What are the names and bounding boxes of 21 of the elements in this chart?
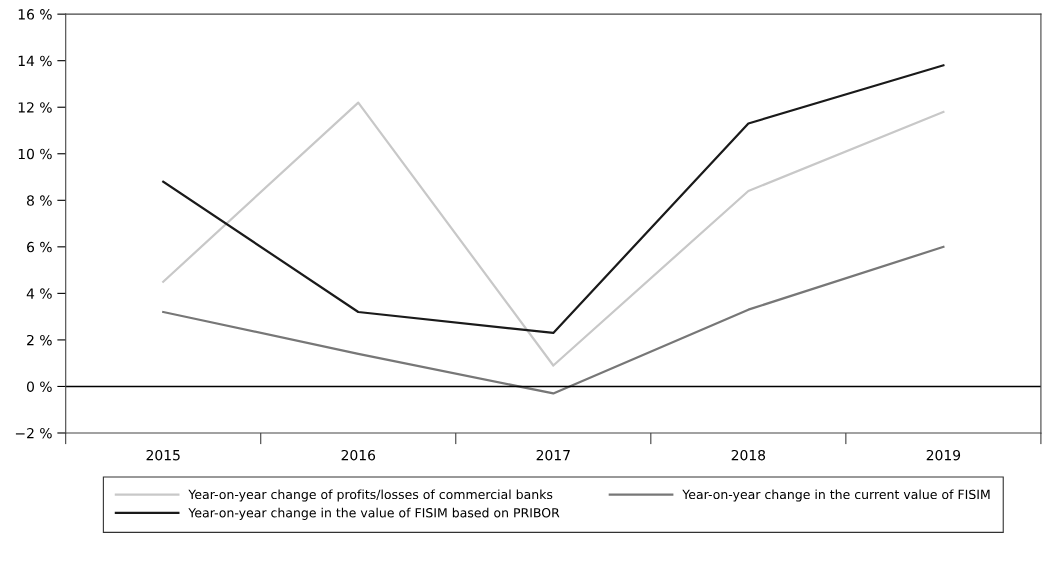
- y-tick-label: 16 %: [18, 9, 52, 20]
- y-tick-label: 12 %: [18, 102, 52, 113]
- y-tick-label: 14 %: [18, 55, 52, 67]
- line-series: [162, 101, 945, 367]
- legend-label: Year-on-year change in the current value of FISIM: [682, 489, 990, 502]
- line-series: [162, 245, 945, 395]
- x-tick-label: 2017: [536, 449, 570, 461]
- legend-label: Year-on-year change of profits/losses of commercial banks: [188, 489, 553, 502]
- legend-label: Year-on-year change in the value of FISIM based on PRIBOR: [188, 507, 560, 520]
- line-series: [162, 64, 945, 335]
- y-tick-label: 2 %: [27, 334, 52, 346]
- y-tick-label: 10 %: [18, 148, 52, 160]
- y-tick-label: 4 %: [26, 288, 52, 299]
- x-tick-label: 2018: [731, 449, 766, 461]
- x-tick-label: 2019: [926, 449, 961, 461]
- y-tick-label: 0 %: [26, 381, 52, 392]
- y-tick-label: 6 %: [27, 241, 52, 253]
- y-tick-label: −2 %: [15, 427, 52, 439]
- x-tick-label: 2015: [146, 449, 180, 461]
- y-tick-label: 8 %: [27, 195, 52, 206]
- x-tick-label: 2016: [341, 449, 376, 461]
